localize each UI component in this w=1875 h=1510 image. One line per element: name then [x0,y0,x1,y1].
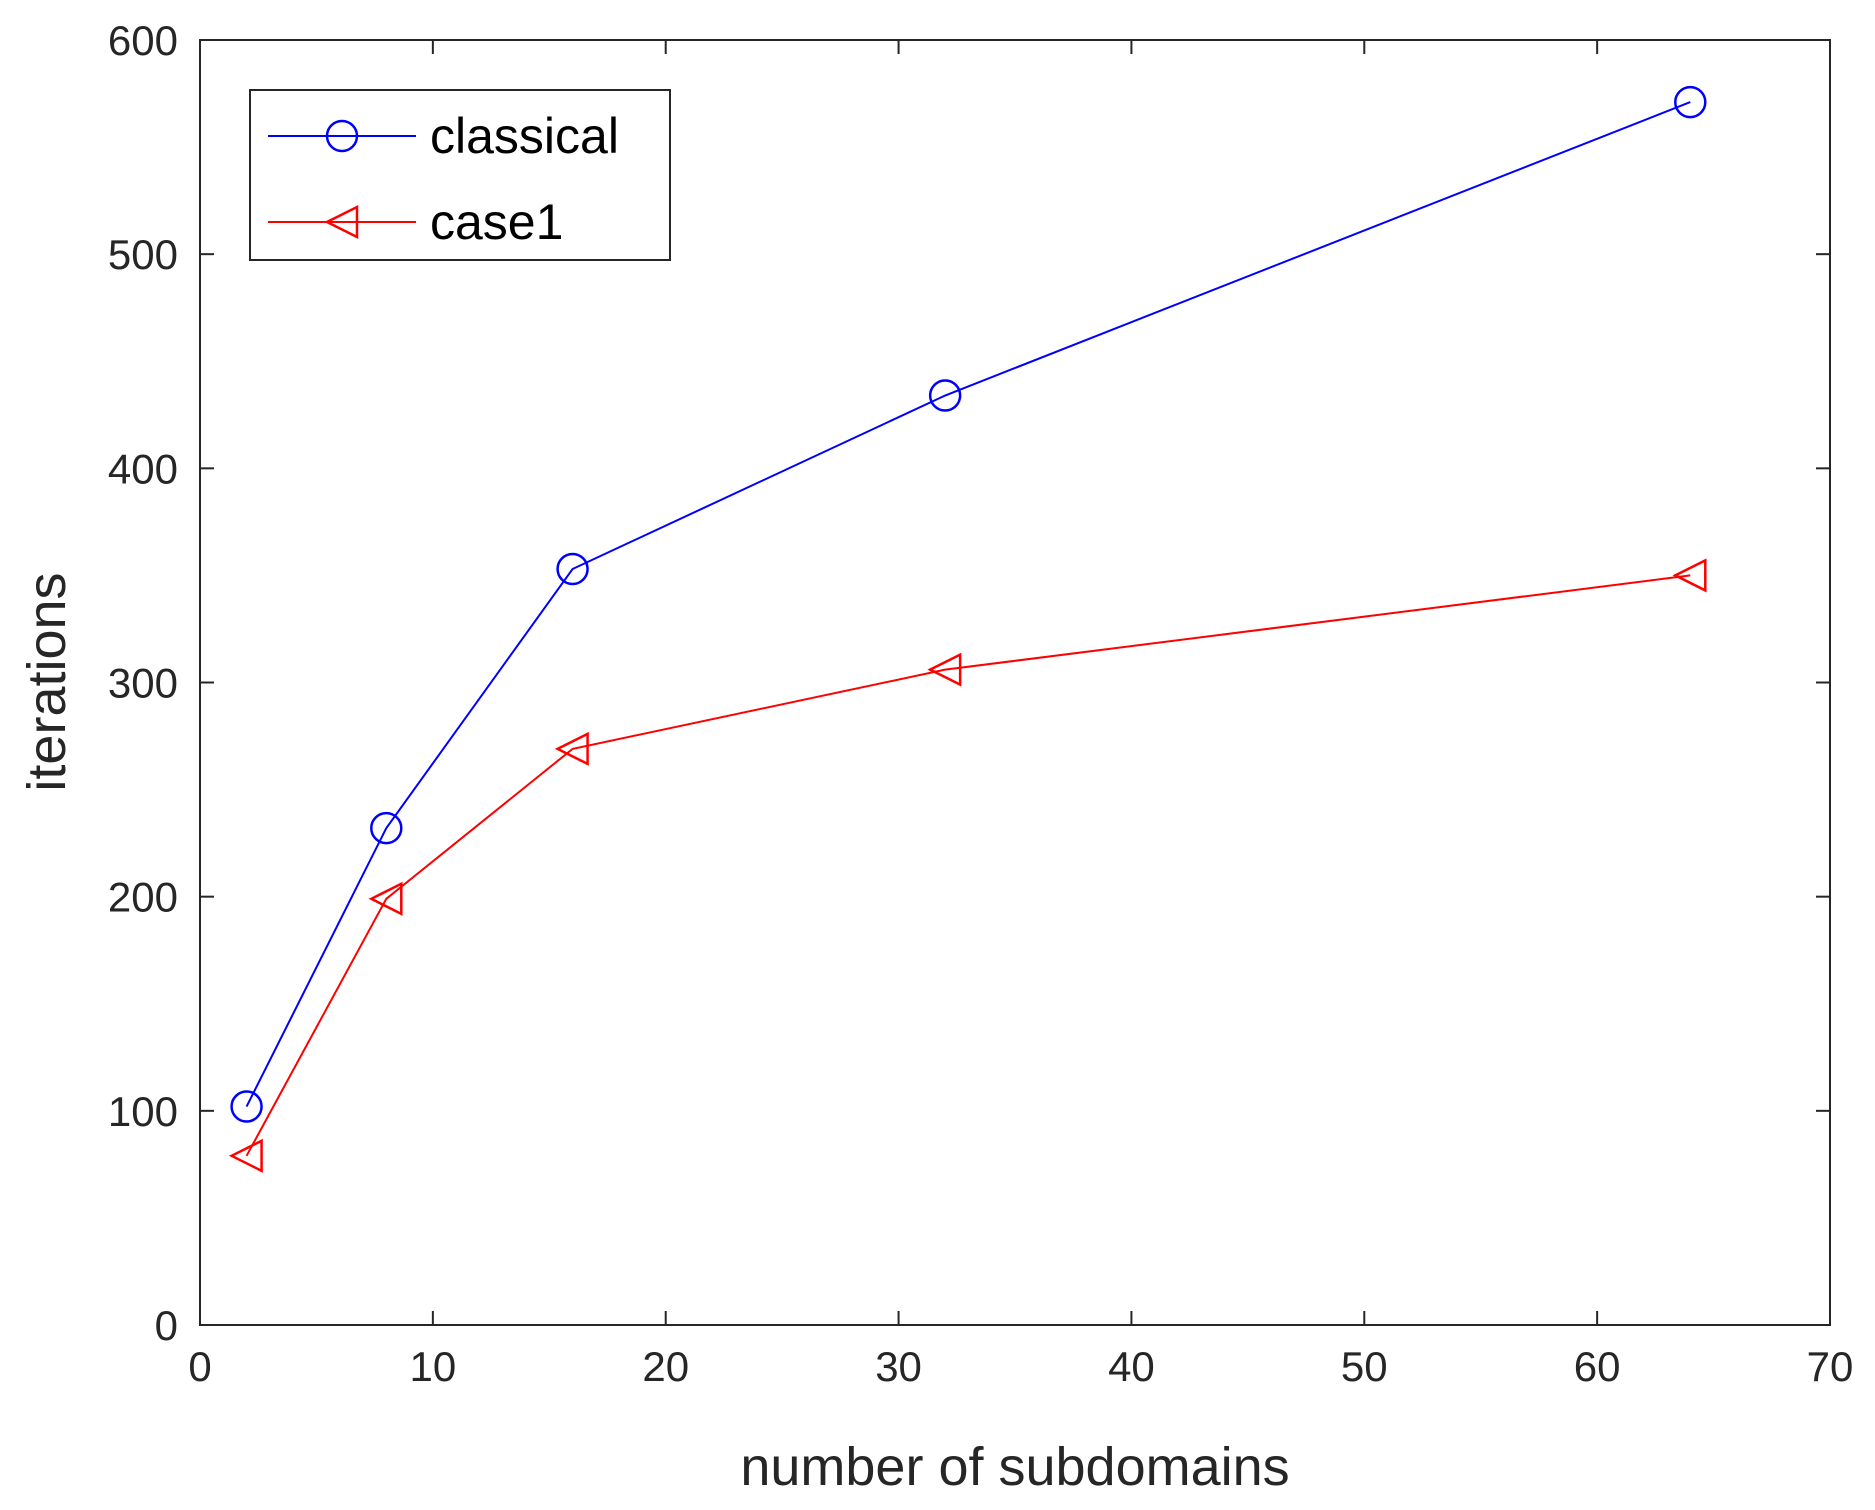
x-tick-label: 10 [409,1343,456,1390]
x-tick-label: 0 [188,1343,211,1390]
series-layer [228,85,1707,1173]
y-tick-label: 200 [108,874,178,921]
x-tick-label: 40 [1108,1343,1155,1390]
legend-box [249,89,671,261]
y-axis-label: iterations [17,572,77,791]
series-line-classical [245,101,1691,1107]
x-tick-label: 20 [642,1343,689,1390]
y-tick-label: 600 [108,17,178,64]
legend-entry-case1: case1 [268,194,563,250]
data-point-case1 [927,652,962,687]
data-point-classical [928,379,962,412]
ticks-layer: 0 10 20 30 40 50 60 70 0 100 200 300 400 500 600 [108,17,1853,1390]
x-tick-label: 50 [1341,1343,1388,1390]
y-tick-label: 500 [108,231,178,278]
y-tick-label: 100 [108,1088,178,1135]
x-axis-label: number of subdomains [740,1437,1289,1497]
circle-icon [325,119,359,153]
data-point-case1 [228,1138,263,1173]
data-point-classical [556,552,589,586]
legend-label: case1 [430,194,563,250]
legend-entries: classical case1 [268,108,619,250]
x-tick-label: 70 [1807,1343,1854,1390]
data-point-case1 [368,881,403,916]
series-line-case1 [245,574,1691,1157]
data-point-classical [230,1090,263,1123]
y-tick-label: 400 [108,445,178,492]
data-point-classical [1674,85,1707,119]
plot-frame [199,39,1831,1326]
data-point-classical [370,811,403,845]
y-tick-label: 300 [108,660,178,707]
y-tick-label: 0 [155,1302,178,1349]
data-point-case1 [554,731,589,766]
x-tick-label: 60 [1574,1343,1621,1390]
legend-label: classical [430,108,619,164]
legend-entry-classical: classical [268,108,619,164]
x-tick-label: 30 [875,1343,922,1390]
legend: classical case1 [249,89,671,261]
series-case1 [228,558,1707,1173]
triangle-left-icon [324,204,359,240]
data-point-case1 [1672,558,1707,593]
series-classical [230,85,1707,1123]
